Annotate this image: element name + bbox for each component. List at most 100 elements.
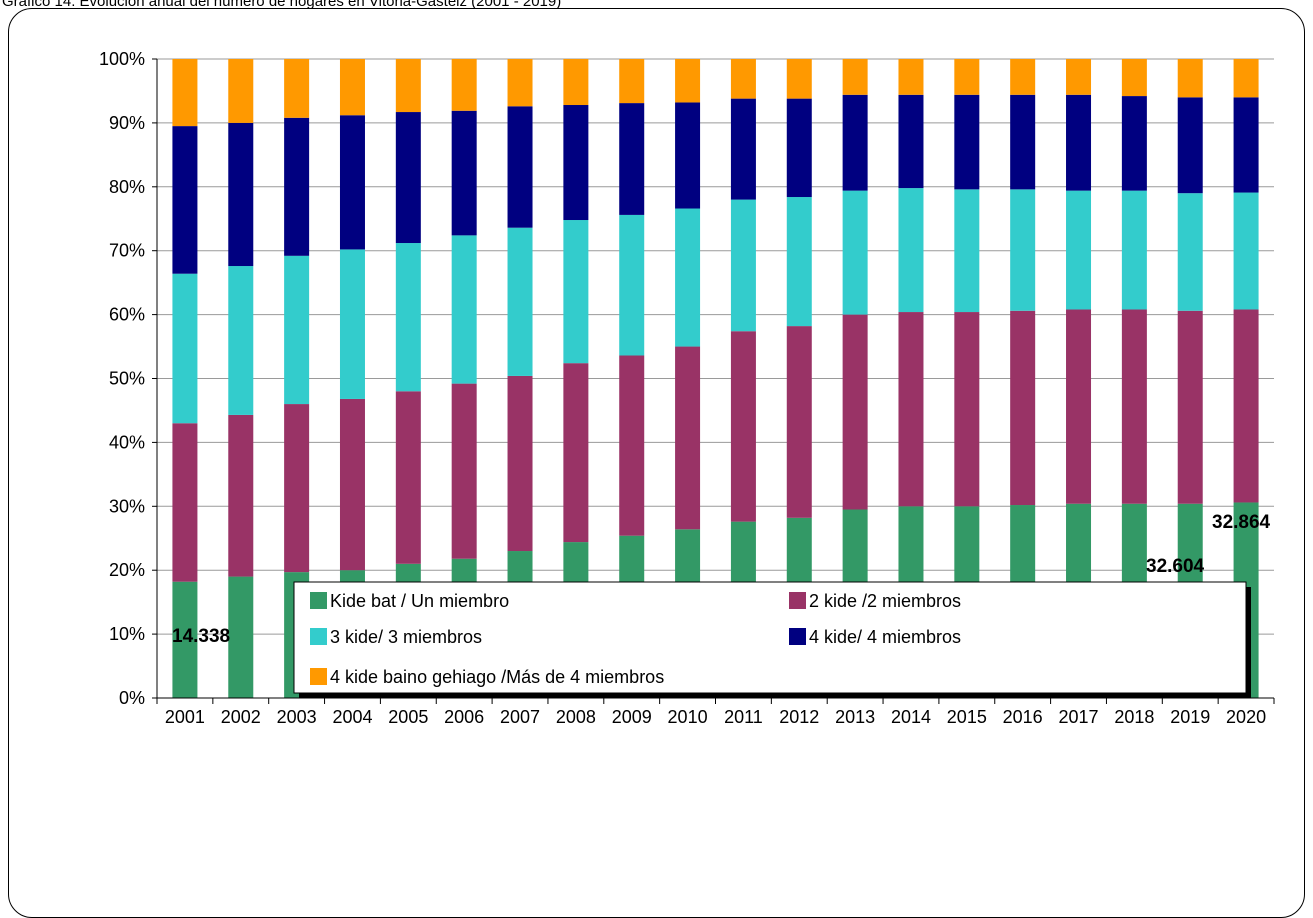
y-tick-label: 50% (109, 369, 145, 389)
bar-segment (730, 98, 756, 200)
data-label: 32.604 (1146, 556, 1205, 577)
legend-swatch (310, 668, 327, 685)
y-tick-label: 100% (99, 49, 145, 69)
y-tick-label: 0% (119, 688, 145, 708)
bar-segment (1121, 309, 1147, 504)
bar-segment (172, 59, 198, 127)
legend-label: Kide bat / Un miembro (330, 591, 509, 611)
x-tick-label: 2017 (1059, 707, 1099, 727)
bar-segment (284, 59, 310, 118)
bar-segment (842, 314, 868, 510)
bar-segment (1177, 59, 1203, 98)
bar-segment (451, 235, 477, 384)
legend-label: 4 kide baino gehiago /Más de 4 miembros (330, 667, 664, 687)
bar-segment (730, 331, 756, 522)
legend: Kide bat / Un miembro 2 kide /2 miembros 3… (293, 581, 1251, 698)
bar-segment (1233, 309, 1259, 503)
legend-label: 2 kide /2 miembros (809, 591, 961, 611)
bar-segment (1066, 190, 1092, 310)
bar-segment (172, 273, 198, 424)
bar-segment (172, 423, 198, 582)
bar-segment (228, 576, 254, 698)
bar-segment (1066, 94, 1092, 191)
legend-swatch (789, 628, 806, 645)
bar-segment (339, 59, 365, 116)
bar-segment (786, 98, 812, 198)
bar-segment (730, 59, 756, 99)
annotations: 14.338 32.604 32.864 (172, 512, 1271, 647)
x-tick-label: 2011 (724, 707, 763, 727)
bar-segment (563, 363, 589, 543)
x-tick-label: 2015 (947, 707, 987, 727)
y-tick-label: 40% (109, 432, 145, 452)
bar-segment (395, 243, 421, 392)
gridlines (157, 58, 1274, 635)
x-tick-label: 2018 (1114, 707, 1154, 727)
axes: 0% 10% 20% 30% 40% 50% 60% 70% 80% 90% 100% 2001 200… (99, 49, 1275, 727)
legend-swatch (789, 592, 806, 609)
bar-segment (228, 266, 254, 415)
bar-segment (339, 398, 365, 571)
bar-segment (339, 115, 365, 250)
y-tick-label: 20% (109, 560, 145, 580)
bar-segment (1233, 192, 1259, 310)
bar-segment (395, 112, 421, 244)
bar-segment (1177, 193, 1203, 311)
bar-segment (563, 220, 589, 364)
bar-segment (395, 59, 421, 113)
legend-swatch (310, 592, 327, 609)
data-label: 32.864 (1212, 512, 1271, 533)
bar-segment (786, 326, 812, 518)
bar-segment (898, 59, 924, 95)
x-tick-label: 2009 (612, 707, 652, 727)
bar-segment (451, 383, 477, 559)
bar-segment (1010, 94, 1036, 190)
bar-segment (842, 94, 868, 191)
bar-segment (954, 189, 980, 313)
bar-segment (898, 312, 924, 507)
bar-segment (954, 59, 980, 95)
bar-segment (786, 197, 812, 327)
legend-label: 4 kide/ 4 miembros (809, 627, 961, 647)
bar-segment (898, 94, 924, 189)
bar-segment (228, 59, 254, 123)
x-tick-label: 2002 (221, 707, 261, 727)
bar-segment (1010, 310, 1036, 506)
bar-segment (675, 59, 701, 103)
bar-segment (730, 199, 756, 332)
bar-segment (619, 59, 645, 104)
bar-segment (1177, 310, 1203, 504)
bar-segment (507, 227, 533, 376)
legend-box (293, 581, 1247, 694)
bar-segment (507, 59, 533, 107)
x-tick-label: 2005 (388, 707, 428, 727)
bar-segment (898, 188, 924, 313)
bar-segment (339, 249, 365, 399)
bar-segment (619, 355, 645, 536)
bar-segment (1233, 97, 1259, 193)
bar-segment (954, 312, 980, 507)
bar-segment (228, 122, 254, 267)
y-tick-label: 30% (109, 496, 145, 516)
bar-segment (1121, 96, 1147, 191)
x-tick-label: 2004 (332, 707, 372, 727)
x-tick-label: 2006 (444, 707, 484, 727)
bar-segment (507, 106, 533, 228)
bar-segment (563, 105, 589, 221)
bar-segment (507, 375, 533, 552)
bar-segment (842, 190, 868, 315)
bar-segment (172, 126, 198, 274)
bar-segment (395, 391, 421, 564)
stacked-percent-bar-chart: 0% 10% 20% 30% 40% 50% 60% 70% 80% 90% 100% 2001 200… (99, 49, 1275, 727)
bar-segment (451, 59, 477, 111)
x-tick-label: 2008 (556, 707, 596, 727)
data-label: 14.338 (172, 626, 230, 647)
bar-segment (228, 414, 254, 577)
legend-swatch (310, 628, 327, 645)
bar-segment (1010, 59, 1036, 95)
x-tick-label: 2013 (835, 707, 875, 727)
bar-segment (675, 346, 701, 530)
bar-segment (1066, 309, 1092, 504)
y-tick-label: 90% (109, 113, 145, 133)
bar-segment (786, 59, 812, 99)
